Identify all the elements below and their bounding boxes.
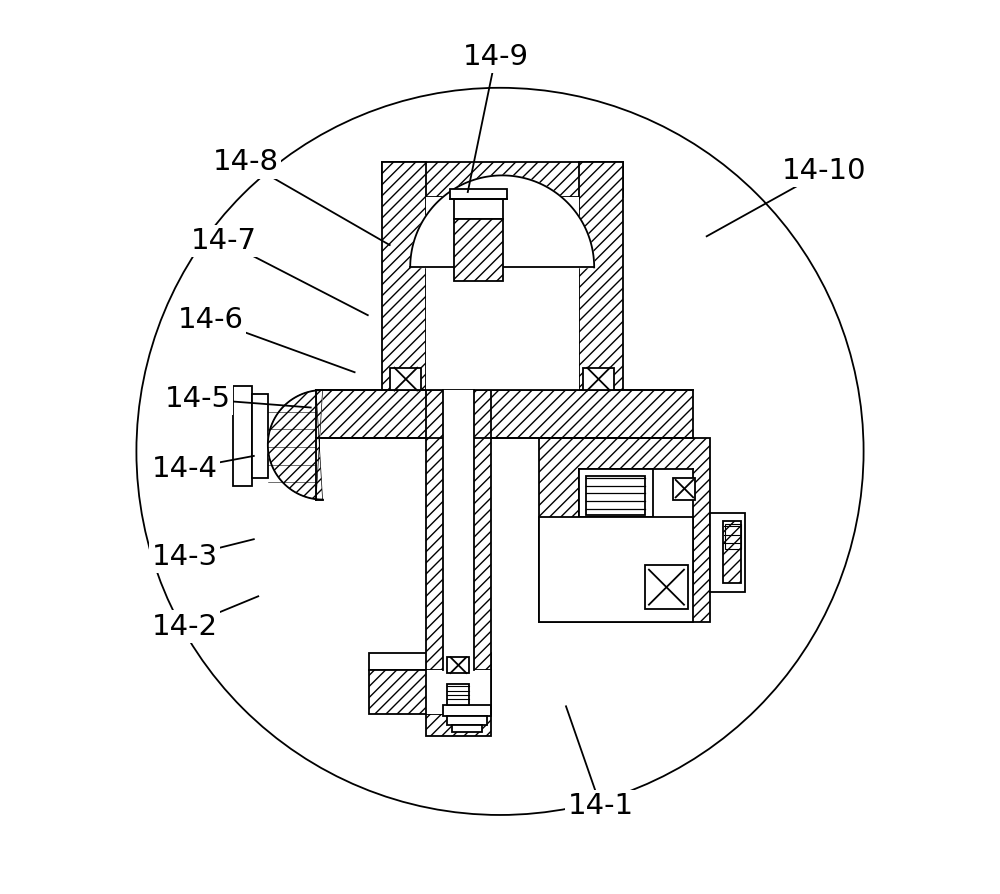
Text: 14-7: 14-7	[191, 227, 257, 255]
Bar	[426, 714, 491, 736]
Bar	[723, 521, 741, 583]
Bar	[426, 198, 579, 390]
Text: 14-1: 14-1	[568, 792, 634, 820]
Bar	[673, 477, 695, 500]
Bar	[252, 394, 268, 477]
Text: 14-9: 14-9	[463, 43, 529, 72]
Bar	[725, 524, 741, 549]
Text: 14-10: 14-10	[782, 157, 866, 185]
Bar	[539, 517, 693, 622]
Bar	[369, 653, 491, 670]
Bar	[450, 189, 507, 199]
Bar	[426, 390, 491, 438]
Text: 14-4: 14-4	[152, 455, 218, 483]
Bar	[579, 163, 623, 390]
Bar	[454, 219, 503, 281]
Bar	[426, 390, 491, 670]
Bar	[579, 468, 653, 517]
Polygon shape	[410, 175, 594, 267]
Bar	[447, 684, 469, 705]
Bar	[710, 512, 745, 592]
Bar	[539, 438, 710, 622]
Bar	[452, 725, 482, 731]
Bar	[645, 565, 688, 609]
Bar	[233, 385, 252, 486]
Bar	[443, 390, 474, 670]
Bar	[447, 657, 469, 673]
Bar	[426, 670, 491, 714]
Bar	[583, 368, 614, 390]
Text: 14-5: 14-5	[165, 384, 231, 413]
Bar	[382, 163, 623, 198]
Polygon shape	[268, 390, 323, 500]
Text: 14-8: 14-8	[213, 148, 279, 176]
Text: 14-3: 14-3	[152, 543, 218, 570]
Bar	[579, 468, 693, 592]
Bar	[443, 705, 491, 716]
Text: 14-2: 14-2	[152, 612, 218, 641]
Bar	[316, 390, 693, 438]
Text: 14-6: 14-6	[178, 306, 244, 334]
Bar	[586, 476, 645, 515]
Bar	[369, 670, 491, 714]
Bar	[382, 163, 426, 390]
Bar	[390, 368, 421, 390]
Bar	[454, 198, 503, 219]
Bar	[447, 716, 487, 725]
